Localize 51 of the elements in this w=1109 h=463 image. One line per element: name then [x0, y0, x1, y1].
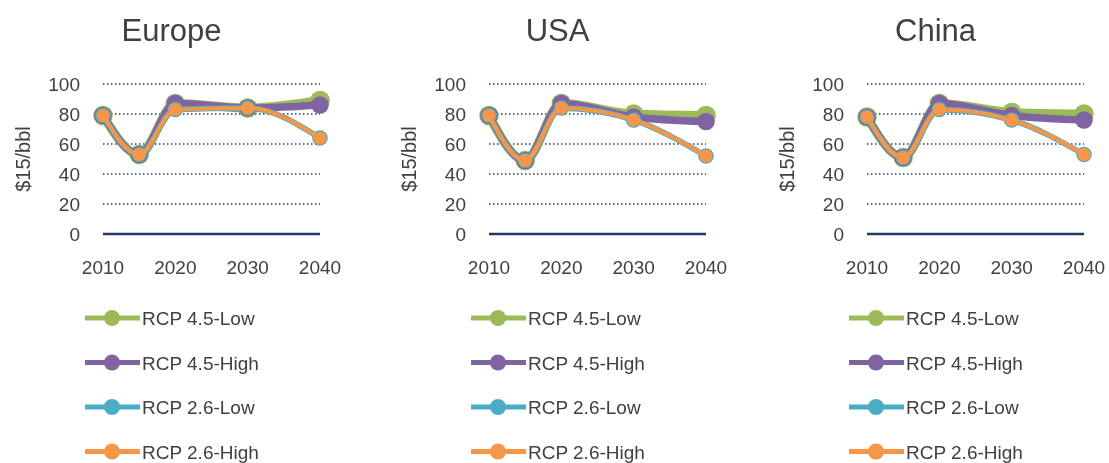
legend-label: RCP 2.6-High — [528, 441, 645, 463]
x-tick-label: 2040 — [298, 257, 342, 278]
x-tick-label: 2030 — [226, 257, 269, 278]
y-tick-label: 100 — [812, 74, 844, 95]
legend-label: RCP 2.6-Low — [906, 397, 1019, 418]
x-tick-label: 2010 — [467, 257, 511, 278]
legend-label: RCP 4.5-High — [528, 352, 645, 374]
x-tick-label: 2040 — [1062, 257, 1106, 278]
x-tick-label: 2020 — [918, 257, 961, 278]
y-tick-label: 0 — [833, 224, 844, 245]
point — [697, 112, 715, 131]
x-tick-label: 2030 — [990, 257, 1033, 278]
y-tick-label: 80 — [58, 104, 80, 125]
y-tick-label: 100 — [48, 74, 80, 95]
y-tick-label: 80 — [822, 104, 844, 125]
y-axis-title: $15/bbl — [398, 126, 420, 192]
legend-label: RCP 4.5-Low — [528, 308, 641, 329]
y-tick-label: 60 — [444, 134, 466, 155]
y-tick-label: 0 — [455, 224, 466, 245]
y-tick-label: 20 — [58, 194, 80, 215]
legend-label: RCP 4.5-High — [142, 352, 259, 374]
y-tick-label: 60 — [58, 134, 80, 155]
legend-label: RCP 2.6-Low — [528, 397, 641, 418]
y-tick-label: 60 — [822, 134, 844, 155]
x-tick-label: 2030 — [612, 257, 655, 278]
x-tick-label: 2020 — [154, 257, 197, 278]
legend-label: RCP 4.5-Low — [906, 308, 1019, 329]
legend-label: RCP 2.6-High — [142, 441, 259, 463]
y-tick-label: 0 — [69, 224, 80, 245]
point — [1075, 111, 1093, 129]
legend-label: RCP 2.6-Low — [142, 397, 255, 418]
chart-title: Europe — [121, 13, 222, 48]
point — [311, 96, 329, 114]
y-tick-label: 20 — [444, 194, 466, 215]
y-tick-label: 80 — [444, 104, 466, 125]
y-tick-label: 100 — [434, 74, 466, 95]
y-tick-label: 40 — [58, 164, 80, 185]
y-tick-label: 40 — [822, 164, 844, 185]
legend-label: RCP 4.5-Low — [142, 308, 255, 329]
x-tick-label: 2010 — [81, 257, 125, 278]
chart-title: USA — [525, 13, 590, 48]
legend-label: RCP 2.6-High — [906, 441, 1023, 463]
y-tick-label: 40 — [444, 164, 466, 185]
y-axis-title: $15/bbl — [12, 126, 34, 192]
y-axis-title: $15/bbl — [776, 126, 798, 192]
chart-title: China — [895, 13, 977, 48]
x-tick-label: 2040 — [684, 257, 728, 278]
x-tick-label: 2010 — [845, 257, 889, 278]
x-tick-label: 2020 — [540, 257, 583, 278]
legend-label: RCP 4.5-High — [906, 352, 1023, 374]
y-tick-label: 20 — [822, 194, 844, 215]
